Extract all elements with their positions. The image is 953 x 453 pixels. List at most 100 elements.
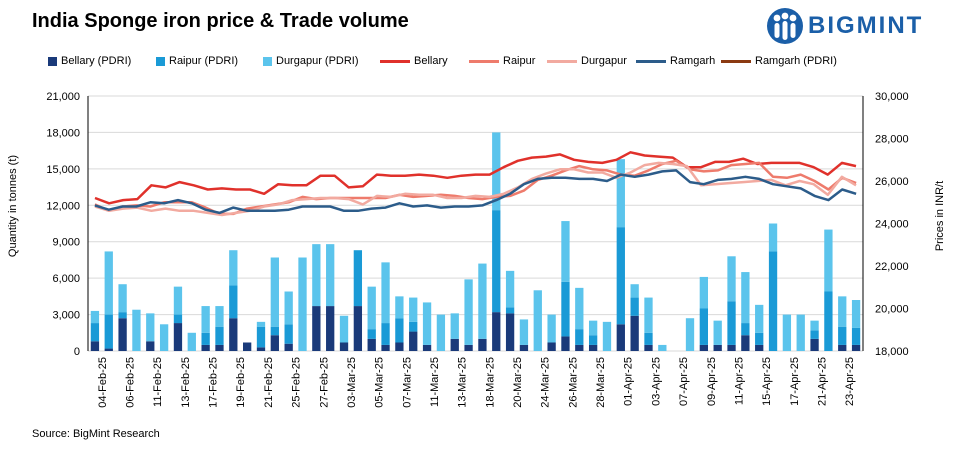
series-line [94,169,857,215]
bar [284,291,293,325]
bar [381,323,390,345]
bar [685,318,695,351]
bar [132,309,141,351]
legend-swatch [469,59,499,63]
legend-label: Durgapur [581,55,627,67]
legend-swatch [547,59,577,63]
legend-item: Durgapur [547,55,627,67]
bar [173,314,183,324]
bar [326,244,335,307]
bar [118,318,127,351]
bar [575,287,584,330]
x-tick-label: 04-Feb-25 [97,357,109,408]
series-line [94,151,857,205]
bar [270,257,279,327]
y2-tick-label: 20,000 [875,304,909,316]
bar [339,342,349,351]
y-tick-label: 21,000 [46,91,80,103]
bar [215,344,224,351]
bar [616,227,625,325]
x-tick-label: 03-Apr-25 [650,357,662,406]
legend-item: Durgapur (PDRI) [263,55,359,67]
bar [256,347,266,351]
bar [422,302,432,345]
logo-text: BIGMINT [808,12,924,39]
legend-item: Ramgarh [636,55,715,67]
bar [104,251,113,315]
bar [104,314,113,349]
x-tick-label: 13-Feb-25 [180,357,192,408]
legend-label: Ramgarh [670,55,716,67]
x-tick-label: 09-Apr-25 [706,357,718,406]
bar [90,310,100,324]
y2-tick-label: 26,000 [875,176,909,188]
bar [367,329,376,339]
bar [658,344,667,351]
bar [381,262,390,324]
bar [519,319,529,345]
bar [851,344,861,351]
bar [838,344,847,351]
x-tick-label: 20-Mar-25 [512,357,524,408]
bar [741,323,750,336]
legend-label: Bellary (PDRI) [61,55,132,67]
bar [630,284,639,298]
bar [395,296,404,319]
bar [824,291,833,351]
bar [159,324,169,351]
x-tick-label: 23-Apr-25 [844,357,856,406]
bar [464,344,473,351]
bar [838,326,847,345]
bar [588,344,598,351]
x-tick-label: 03-Mar-25 [346,357,358,408]
bar [810,320,819,331]
bar [201,344,210,351]
legend-label: Raipur (PDRI) [169,55,239,67]
bar [630,315,639,351]
bar [505,270,515,308]
bar [409,331,418,351]
bar [588,320,598,336]
bar [395,318,404,343]
bar [547,342,556,351]
bar [519,344,529,351]
x-tick-label: 13-Mar-25 [457,357,469,408]
bar [215,326,224,345]
x-tick-label: 17-Feb-25 [208,357,220,408]
bar [409,321,418,332]
series-line [94,161,857,217]
bar [727,256,736,302]
bar [395,342,404,351]
bar [464,279,473,345]
bar [755,332,764,345]
bar [533,290,542,351]
bar [173,323,183,351]
y2-tick-label: 28,000 [875,134,909,146]
legend-label: Bellary [414,55,448,67]
y-tick-label: 12,000 [46,200,80,212]
bar [353,250,363,307]
legend-item: Raipur (PDRI) [156,55,238,67]
bar [353,306,363,351]
bar [561,336,570,351]
x-tick-label: 05-Mar-25 [374,357,386,408]
bar [478,263,487,339]
bigmint-logo: BIGMINT [766,6,946,46]
bar [838,296,847,327]
bar [243,342,252,351]
bar [367,286,376,330]
bar [505,307,515,314]
y-tick-label: 3,000 [52,310,80,322]
x-tick-label: 11-Mar-25 [429,357,441,407]
bar [851,300,861,328]
bar [90,323,100,342]
bar [436,314,446,351]
bar [326,306,335,351]
x-tick-label: 17-Apr-25 [789,357,801,406]
x-tick-label: 28-Mar-25 [595,357,607,408]
y-tick-label: 0 [74,346,80,358]
x-tick-label: 15-Apr-25 [761,357,773,406]
people-logo-icon [767,8,803,44]
bar [630,297,639,316]
bar [810,330,819,339]
